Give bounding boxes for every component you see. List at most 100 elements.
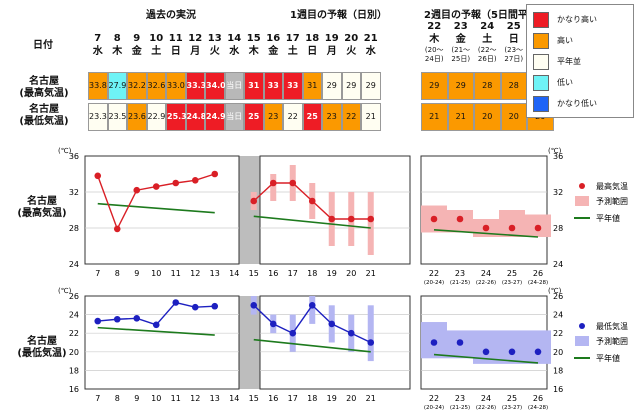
y-tick-label: 24 [69, 311, 79, 320]
weekday: 木 [248, 46, 259, 57]
x-tick-label: 14 [229, 269, 239, 278]
x-tick-label: 19 [327, 394, 337, 403]
day-number: 12 [188, 33, 203, 44]
observed-point [133, 186, 141, 194]
x-tick-label: 19 [327, 269, 337, 278]
forecast-point [289, 179, 297, 187]
legend-point-marker [579, 323, 585, 329]
y-tick-label: 28 [69, 224, 79, 233]
day-number: 8 [113, 33, 121, 44]
x-sub-label: (24-28) [528, 405, 548, 411]
chart-label-max: 名古屋 (最高気温) [4, 196, 80, 220]
weekday: 日 [307, 46, 318, 57]
legend-swatch [533, 54, 549, 70]
y-tick-label: 28 [553, 224, 563, 233]
temp-cell: 23 [322, 103, 342, 131]
range-start: (21～ [451, 46, 471, 54]
weekday: 金 [268, 46, 279, 57]
temp-cell: 23.5 [107, 103, 127, 131]
row-label-min: 名古屋 (最低気温) [6, 104, 82, 128]
unit-label: (℃) [58, 287, 72, 295]
x-sub-label: (20-24) [424, 280, 444, 286]
temp-cell: 24.9 [205, 103, 226, 131]
forecast-point [328, 215, 336, 223]
forecast-point [250, 197, 258, 205]
temp-cell: 32.6 [146, 72, 166, 100]
temp-cell: 29 [361, 72, 381, 100]
week2-point [482, 348, 490, 356]
temp-cell: 25 [244, 103, 264, 131]
y-tick-label: 24 [69, 260, 79, 269]
range-end: 24日) [424, 55, 444, 63]
temp-cell: 21 [361, 103, 381, 131]
legend-swatch [533, 12, 549, 28]
x-tick-label: 25 [507, 394, 517, 403]
day-number: 11 [168, 33, 183, 44]
forecast-point [308, 302, 316, 309]
day-number: 14 [227, 33, 242, 44]
weekday: 月 [326, 46, 337, 57]
x-tick-label: 23 [455, 269, 465, 278]
unit-label: (℃) [548, 287, 562, 295]
observed-point [211, 302, 219, 310]
weekday: 日 [508, 34, 519, 45]
unit-label: (℃) [58, 147, 72, 155]
legend-item: 低い [533, 74, 629, 92]
y-tick-label: 26 [553, 292, 563, 301]
temp-cell: 27.9 [107, 72, 127, 100]
range-start: (22～ [477, 46, 497, 54]
range-end: 25日) [451, 55, 471, 63]
forecast-point [328, 320, 336, 328]
day-number: 19 [324, 33, 339, 44]
day-header: 12 月 [186, 32, 206, 58]
today-bar [239, 296, 260, 389]
legend-item: かなり高い [533, 11, 629, 29]
temp-cell: 32.2 [127, 72, 147, 100]
legend-point-marker [579, 183, 585, 189]
temp-cell: 20 [474, 103, 501, 131]
weekday: 木 [429, 34, 440, 45]
y-tick-label: 26 [69, 292, 79, 301]
weekday: 土 [287, 46, 298, 57]
row-label-max: 名古屋 (最高気温) [6, 76, 82, 100]
x-tick-label: 20 [346, 394, 356, 403]
x-sub-label: (22-26) [476, 405, 496, 411]
x-tick-label: 15 [249, 394, 259, 403]
legend-label: 低い [557, 78, 573, 87]
section-past-title: 過去の実況 [146, 10, 196, 21]
temp-cell: 29 [322, 72, 342, 100]
weekday: 火 [346, 46, 357, 57]
day-header: 21 水 [361, 32, 381, 58]
temp-cell: 24.8 [185, 103, 206, 131]
forecast-point [347, 215, 355, 223]
day-header: 20 火 [342, 32, 362, 58]
weekday: 水 [229, 46, 240, 57]
legend-range-swatch [575, 336, 589, 346]
temp-cell: 23.3 [88, 103, 108, 131]
normal-line-week2 [433, 229, 539, 238]
day-number: 15 [246, 33, 261, 44]
legend-item: 高い [533, 32, 629, 50]
observed-point [172, 299, 180, 306]
day-number: 7 [94, 33, 102, 44]
x-tick-label: 25 [507, 269, 517, 278]
x-tick-label: 26 [533, 394, 543, 403]
legend-item: かなり低い [533, 95, 629, 113]
day-header: 18 日 [303, 32, 323, 58]
week2-range-bar [499, 210, 525, 237]
temp-cell: 29 [421, 72, 448, 100]
day-header: 15 木 [244, 32, 264, 58]
temp-cell: 33.0 [166, 72, 186, 100]
x-sub-label: (24-28) [528, 280, 548, 286]
plot-frame-week1 [259, 155, 411, 265]
temp-cell: 23 [263, 103, 283, 131]
weekday: 火 [209, 46, 220, 57]
y-tick-label: 20 [69, 348, 79, 357]
temp-cell: 20 [500, 103, 527, 131]
temp-cell: 33 [283, 72, 303, 100]
chart-label-min-text: 名古屋 (最低気温) [17, 336, 67, 359]
forecast-range-bar [367, 192, 374, 255]
y-tick-label: 16 [69, 385, 79, 394]
